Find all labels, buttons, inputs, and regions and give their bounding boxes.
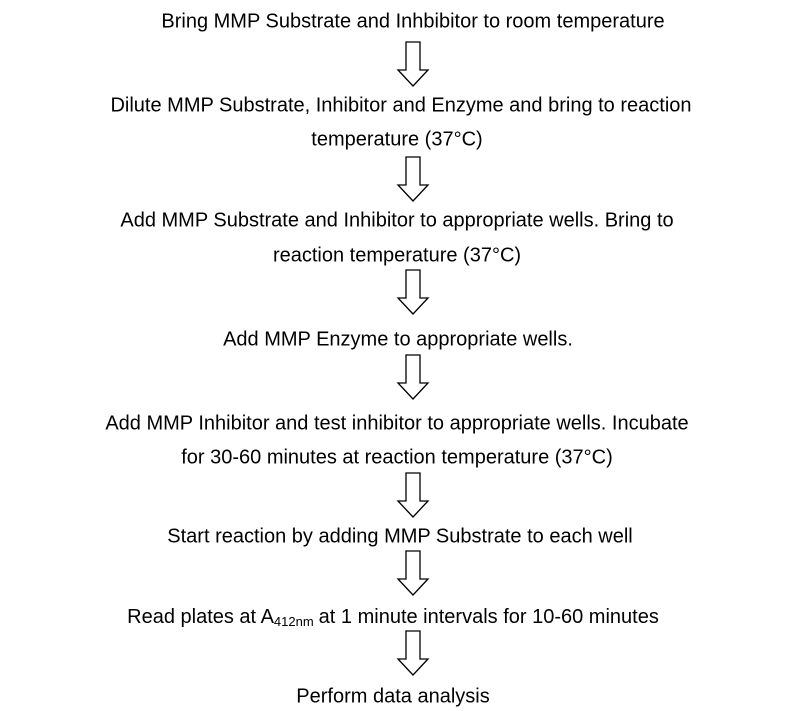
step-text: temperature (37°C)	[311, 128, 482, 150]
step-text: Read plates at A	[127, 606, 274, 628]
arrow	[396, 269, 430, 315]
step-text: Bring MMP Substrate and Inhbibitor to ro…	[161, 10, 664, 32]
step-text: Perform data analysis	[296, 685, 489, 707]
step-text: Dilute MMP Substrate, Inhibitor and Enzy…	[110, 94, 691, 116]
arrow	[396, 550, 430, 596]
step-text: Read plates at A412nm at 1 minute interva…	[127, 606, 659, 629]
arrow	[396, 472, 430, 518]
arrow	[396, 41, 430, 87]
arrow	[396, 354, 430, 400]
subscript: 412nm	[274, 614, 314, 629]
step-text: reaction temperature (37°C)	[273, 244, 521, 266]
step-text: Add MMP Enzyme to appropriate wells.	[223, 328, 573, 350]
step-text: Add MMP Inhibitor and test inhibitor to …	[105, 412, 688, 434]
arrow	[396, 156, 430, 202]
step-text: Start reaction by adding MMP Substrate t…	[167, 525, 632, 547]
step-text: at 1 minute intervals for 10-60 minutes	[319, 606, 659, 628]
arrows	[396, 41, 430, 676]
arrow	[396, 630, 430, 676]
step-text: Add MMP Substrate and Inhibitor to appro…	[120, 209, 673, 231]
step-text: for 30-60 minutes at reaction temperatur…	[181, 446, 613, 468]
